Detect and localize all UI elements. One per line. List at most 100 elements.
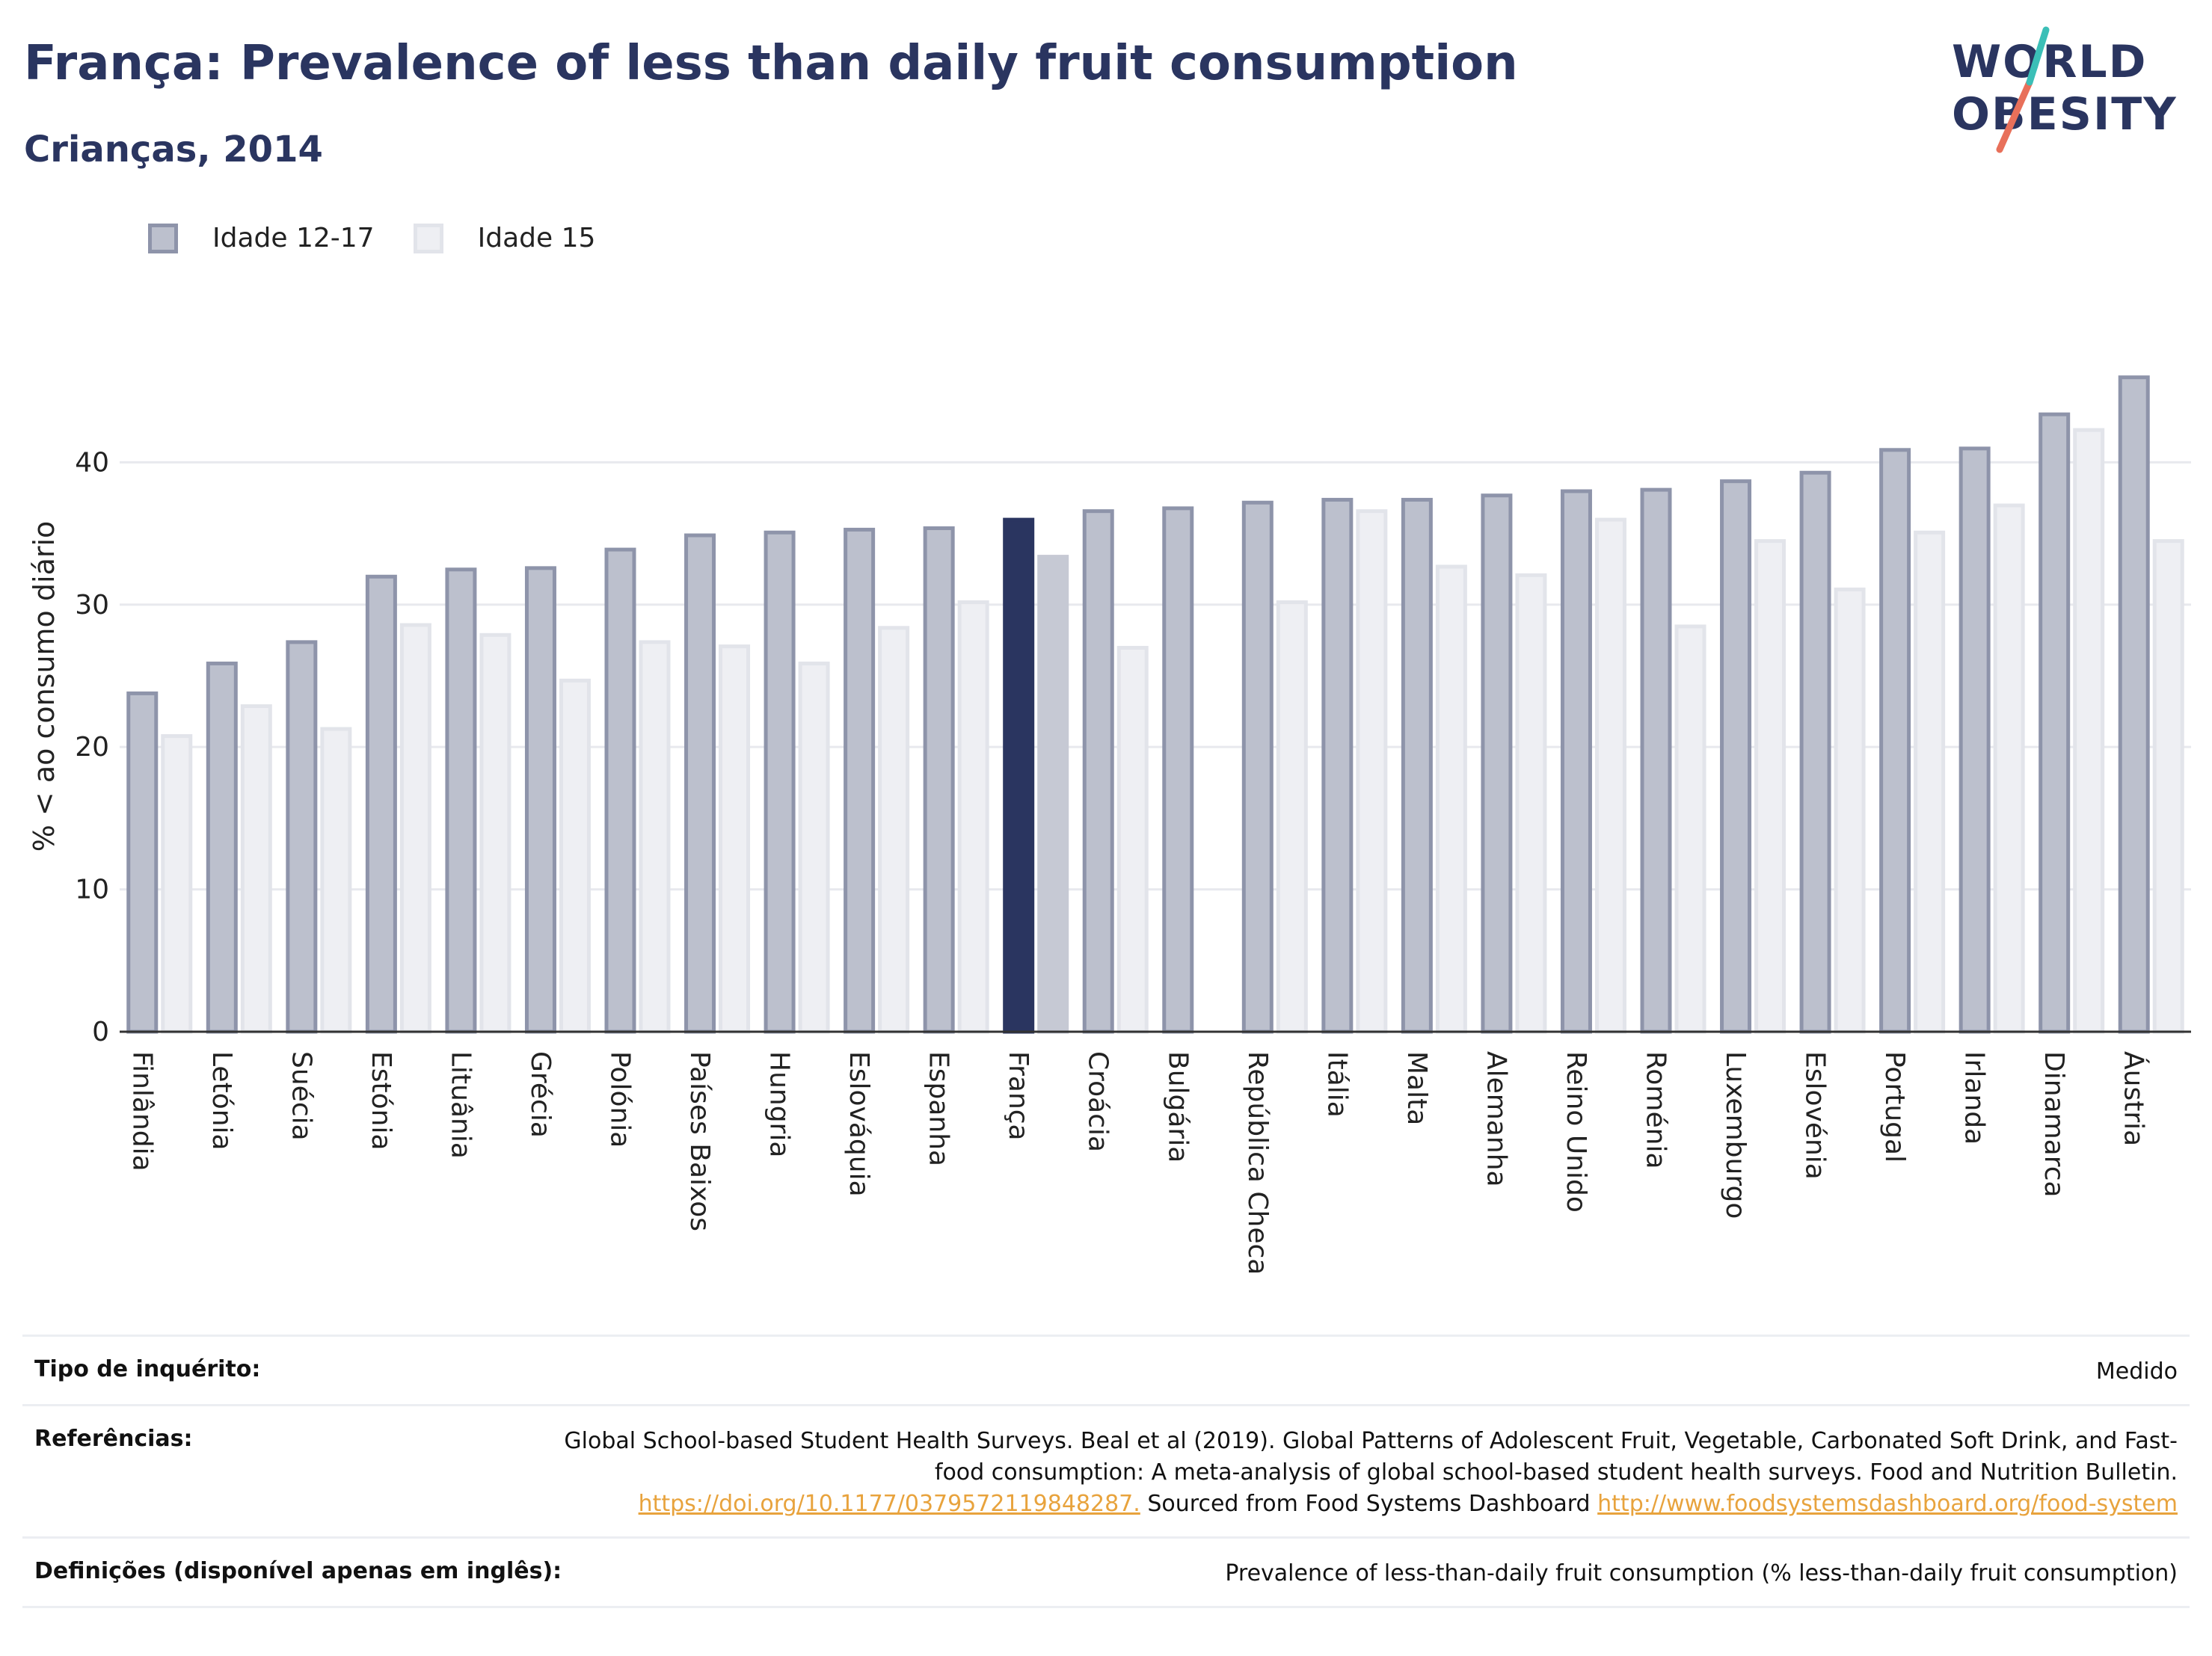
bar-series-1-8[interactable] [764,530,796,1034]
x-tick-label: Eslováquia [844,1051,874,1197]
bar-series-1-12[interactable] [1082,509,1114,1034]
bar-series-1-13[interactable] [1162,506,1194,1034]
survey-type-label: Tipo de inquérito: [34,1356,261,1382]
bar-series-1-20[interactable] [1720,479,1752,1034]
y-tick-label: 30 [75,590,109,621]
chart-legend: Idade 12-17 Idade 15 [148,223,634,253]
bar-series-1-6[interactable] [604,547,636,1034]
bar-series-2-17[interactable] [1515,573,1547,1034]
bar-series-2-5[interactable] [559,678,591,1034]
bar-series-2-15[interactable] [1356,509,1388,1034]
x-tick-label: Itália [1321,1051,1352,1118]
chart-footer: Tipo de inquérito: Medido Referências: G… [22,1335,2190,1608]
bar-series-1-11[interactable] [1003,517,1035,1034]
x-tick-label: Grécia [525,1051,556,1138]
bar-series-2-14[interactable] [1276,600,1308,1034]
x-tick-label: Estónia [366,1051,396,1151]
bar-series-2-25[interactable] [2152,539,2184,1034]
definitions-label: Definições (disponível apenas em inglês)… [34,1558,562,1584]
bar-series-1-24[interactable] [2039,412,2071,1034]
bar-series-2-1[interactable] [240,704,272,1034]
axis-layer: 0 10 20 30 40 Finlândia Letónia Suécia Estónia Li… [75,447,2191,1275]
bar-series-2-9[interactable] [878,626,910,1034]
x-tick-label: Luxemburgo [1720,1051,1751,1219]
y-tick-label: 10 [75,875,109,905]
bar-series-2-2[interactable] [320,727,352,1034]
bar-series-1-1[interactable] [206,661,238,1034]
x-tick-label: Letónia [206,1051,237,1151]
legend-swatch-series-1 [148,223,178,253]
references-text-2: Sourced from Food Systems Dashboard [1147,1491,1591,1517]
bar-series-1-2[interactable] [286,640,318,1034]
definitions-value: Prevalence of less-than-daily fruit cons… [1225,1560,2178,1586]
bar-series-2-24[interactable] [2073,428,2105,1034]
bar-series-2-7[interactable] [719,644,751,1034]
bar-series-1-16[interactable] [1401,497,1433,1034]
bar-series-1-7[interactable] [684,533,716,1034]
references-dashboard-link[interactable]: http://www.foodsystemsdashboard.org/food… [1597,1491,2178,1517]
references-value: Global School-based Student Health Surve… [547,1426,2178,1520]
bar-series-1-17[interactable] [1481,493,1513,1034]
references-label: Referências: [34,1426,193,1452]
bar-series-1-0[interactable] [126,691,159,1034]
bar-series-2-3[interactable] [399,623,431,1034]
bar-series-1-10[interactable] [923,526,955,1034]
bar-series-2-12[interactable] [1116,645,1149,1034]
bar-series-2-11[interactable] [1037,555,1069,1034]
x-tick-label: Reino Unido [1561,1051,1591,1213]
bar-series-2-6[interactable] [639,640,671,1034]
x-tick-label: República Checa [1242,1051,1273,1275]
bar-series-1-4[interactable] [445,567,477,1034]
bar-series-2-0[interactable] [161,734,193,1034]
legend-item-series-2[interactable]: Idade 15 [413,223,595,253]
x-tick-label: Alemanha [1481,1051,1511,1187]
bar-series-1-9[interactable] [844,527,876,1034]
x-tick-label: Dinamarca [2039,1051,2069,1198]
x-tick-label: Hungria [764,1051,795,1157]
x-tick-label: Portugal [1879,1051,1910,1163]
survey-type-value: Medido [2095,1358,2178,1385]
bar-series-2-23[interactable] [1993,503,2025,1034]
logo-line-1: WORLD [1952,36,2148,88]
x-tick-label: Espanha [924,1051,954,1166]
logo-line-2: OBESITY [1952,88,2178,141]
x-tick-label: Irlanda [1959,1051,1990,1145]
bar-series-2-21[interactable] [1834,587,1866,1034]
chart-title: França: Prevalence of less than daily fr… [24,36,1518,91]
legend-item-series-1[interactable]: Idade 12-17 [148,223,375,253]
legend-swatch-series-2 [413,223,443,253]
bar-series-2-19[interactable] [1674,624,1706,1034]
bar-series-1-21[interactable] [1799,470,1831,1034]
bar-series-2-4[interactable] [479,632,511,1034]
bar-series-1-18[interactable] [1560,489,1592,1034]
y-tick-label: 40 [75,447,109,478]
bars-layer [126,375,2184,1034]
references-text-1: Global School-based Student Health Surve… [564,1428,2178,1486]
bar-series-2-8[interactable] [798,661,830,1034]
x-tick-label: Malta [1401,1051,1432,1125]
bar-series-1-15[interactable] [1321,497,1354,1034]
bar-chart: 0 10 20 30 40 Finlândia Letónia Suécia Estónia Li… [28,375,2191,1275]
world-obesity-logo: WORLD OBESITY [1952,22,2199,157]
bar-series-2-20[interactable] [1754,539,1787,1034]
bar-series-1-19[interactable] [1640,487,1672,1034]
bar-series-1-25[interactable] [2118,375,2150,1034]
bar-series-1-5[interactable] [524,566,556,1034]
bar-series-2-16[interactable] [1435,564,1467,1034]
bar-series-2-22[interactable] [1914,530,1946,1034]
x-tick-label: Suécia [286,1051,316,1141]
bar-series-1-3[interactable] [365,574,397,1034]
chart-subtitle: Crianças, 2014 [24,129,323,170]
bar-series-1-23[interactable] [1958,446,1991,1034]
x-tick-label: França [1003,1051,1033,1141]
bar-series-2-18[interactable] [1594,517,1626,1034]
x-tick-label: Croácia [1083,1051,1113,1152]
bar-series-1-14[interactable] [1241,500,1274,1034]
footer-row-references: Referências: Global School-based Student… [22,1404,2190,1536]
x-tick-label: Eslovénia [1800,1051,1831,1180]
bar-series-1-22[interactable] [1879,448,1911,1034]
y-axis-label: % < ao consumo diário [28,521,61,852]
references-doi-link[interactable]: https://doi.org/10.1177/0379572119848287… [638,1491,1140,1517]
x-tick-label: Polónia [605,1051,636,1148]
bar-series-2-10[interactable] [957,600,989,1034]
